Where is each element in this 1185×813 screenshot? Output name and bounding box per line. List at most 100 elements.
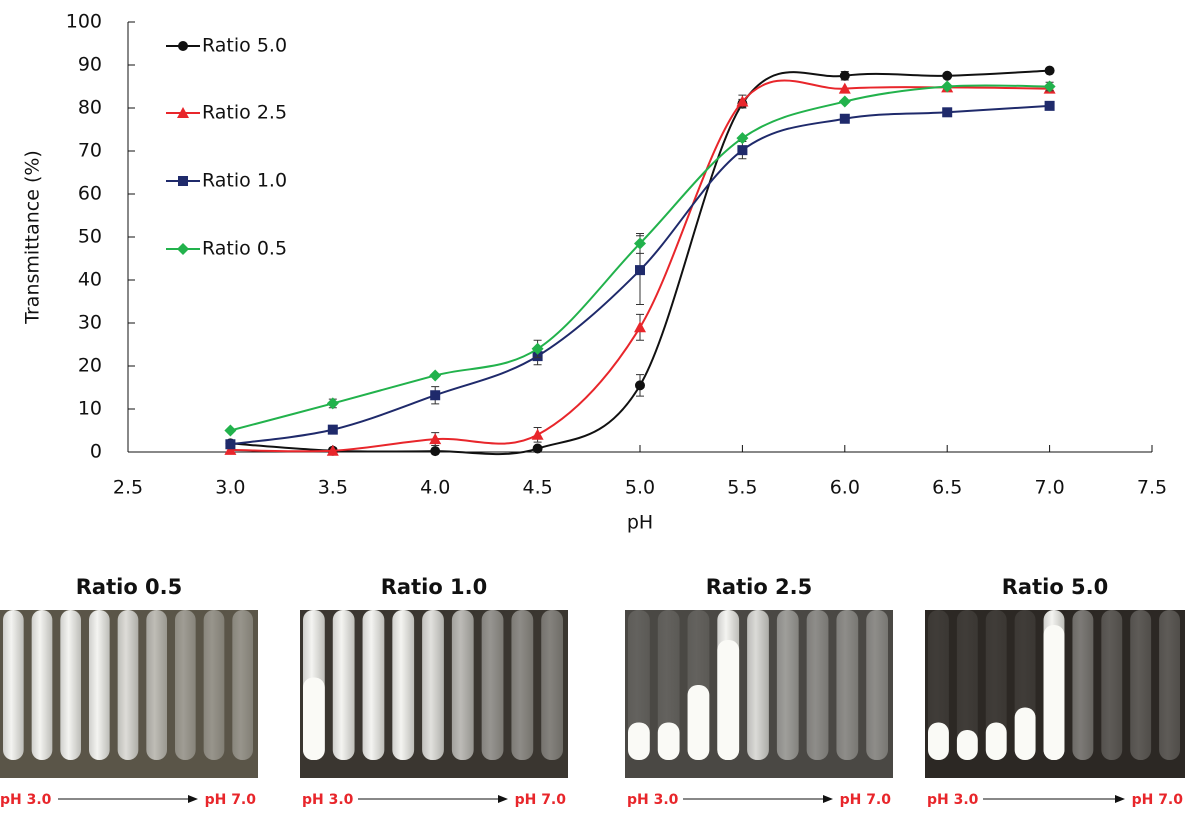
legend-marker — [178, 176, 188, 186]
tube — [332, 610, 355, 760]
tube — [1101, 610, 1123, 760]
marker — [942, 70, 953, 81]
sediment — [928, 722, 949, 760]
tube — [362, 610, 385, 760]
tube — [776, 610, 799, 760]
legend-label: Ratio 1.0 — [202, 170, 287, 192]
tube — [60, 610, 81, 760]
tube — [451, 610, 474, 760]
ph-start: pH 3.0 — [927, 792, 979, 808]
marker — [429, 433, 442, 445]
marker — [634, 237, 646, 250]
marker — [941, 80, 954, 93]
marker — [429, 369, 442, 382]
series — [225, 100, 1055, 450]
tube — [1072, 610, 1094, 760]
tube — [747, 610, 769, 760]
legend-label: Ratio 5.0 — [202, 35, 287, 57]
marker — [736, 95, 749, 107]
marker — [1043, 80, 1056, 93]
tube — [511, 610, 534, 760]
marker — [737, 145, 748, 156]
panel-title: Ratio 2.5 — [706, 575, 813, 599]
marker — [531, 342, 544, 355]
marker — [839, 113, 850, 124]
x-tick-label: 6.0 — [830, 477, 860, 499]
x-tick-label: 4.0 — [420, 477, 450, 499]
y-tick-label: 80 — [78, 97, 102, 119]
tube — [541, 610, 563, 760]
tube — [1130, 610, 1152, 760]
tube — [89, 610, 110, 760]
arrow-head — [1115, 795, 1125, 803]
sediment — [717, 640, 740, 760]
sediment — [1043, 625, 1065, 760]
legend-label: Ratio 0.5 — [202, 238, 287, 260]
x-axis-label: pH — [627, 512, 653, 534]
x-tick-label: 3.0 — [215, 477, 245, 499]
arrow-head — [823, 795, 833, 803]
marker — [430, 390, 441, 401]
marker — [635, 265, 645, 276]
series-line — [230, 69, 1050, 456]
tube — [117, 610, 139, 760]
marker — [430, 446, 441, 457]
marker — [634, 321, 646, 333]
ph-end: pH 7.0 — [515, 792, 567, 808]
tube — [928, 610, 949, 760]
tube — [175, 610, 196, 760]
x-tick-label: 6.5 — [932, 477, 962, 499]
tube — [836, 610, 859, 760]
tube — [1159, 610, 1180, 760]
legend-label: Ratio 2.5 — [202, 102, 287, 124]
x-tick-label: 3.5 — [318, 477, 348, 499]
y-tick-label: 90 — [78, 54, 102, 76]
tube — [866, 610, 888, 760]
marker — [531, 428, 544, 440]
tube — [956, 610, 978, 760]
y-axis-label: Transmittance (%) — [22, 150, 44, 325]
legend-marker — [178, 41, 188, 51]
marker — [736, 132, 749, 145]
marker — [326, 397, 339, 410]
sediment — [303, 677, 325, 760]
ph-start: pH 3.0 — [302, 792, 354, 808]
sediment — [687, 685, 710, 760]
tube — [203, 610, 225, 760]
tube — [985, 610, 1007, 760]
marker — [942, 107, 953, 118]
x-tick-label: 5.5 — [727, 477, 757, 499]
tube — [422, 610, 444, 760]
sediment — [657, 722, 680, 760]
marker — [225, 439, 236, 450]
y-tick-label: 40 — [78, 269, 102, 291]
marker — [224, 443, 237, 455]
arrow-head — [498, 795, 508, 803]
y-tick-label: 10 — [78, 398, 102, 420]
marker — [532, 443, 543, 454]
x-tick-label: 4.5 — [522, 477, 552, 499]
marker — [327, 424, 338, 435]
ph-end: pH 7.0 — [840, 792, 892, 808]
ph-end: pH 7.0 — [205, 792, 257, 808]
legend-marker — [177, 107, 189, 118]
series — [224, 80, 1056, 437]
x-tick-label: 7.5 — [1137, 477, 1167, 499]
legend-marker — [177, 243, 189, 255]
tube — [657, 610, 680, 760]
tube — [3, 610, 24, 760]
arrow-head — [188, 795, 198, 803]
sediment — [985, 722, 1007, 760]
x-tick-label: 7.0 — [1034, 477, 1064, 499]
marker — [838, 95, 851, 108]
tube — [232, 610, 253, 760]
panel-title: Ratio 1.0 — [381, 575, 488, 599]
tube — [481, 610, 504, 760]
tube — [392, 610, 415, 760]
ph-end: pH 7.0 — [1132, 792, 1184, 808]
marker — [839, 70, 850, 81]
tube — [628, 610, 650, 760]
sediment — [956, 730, 978, 760]
